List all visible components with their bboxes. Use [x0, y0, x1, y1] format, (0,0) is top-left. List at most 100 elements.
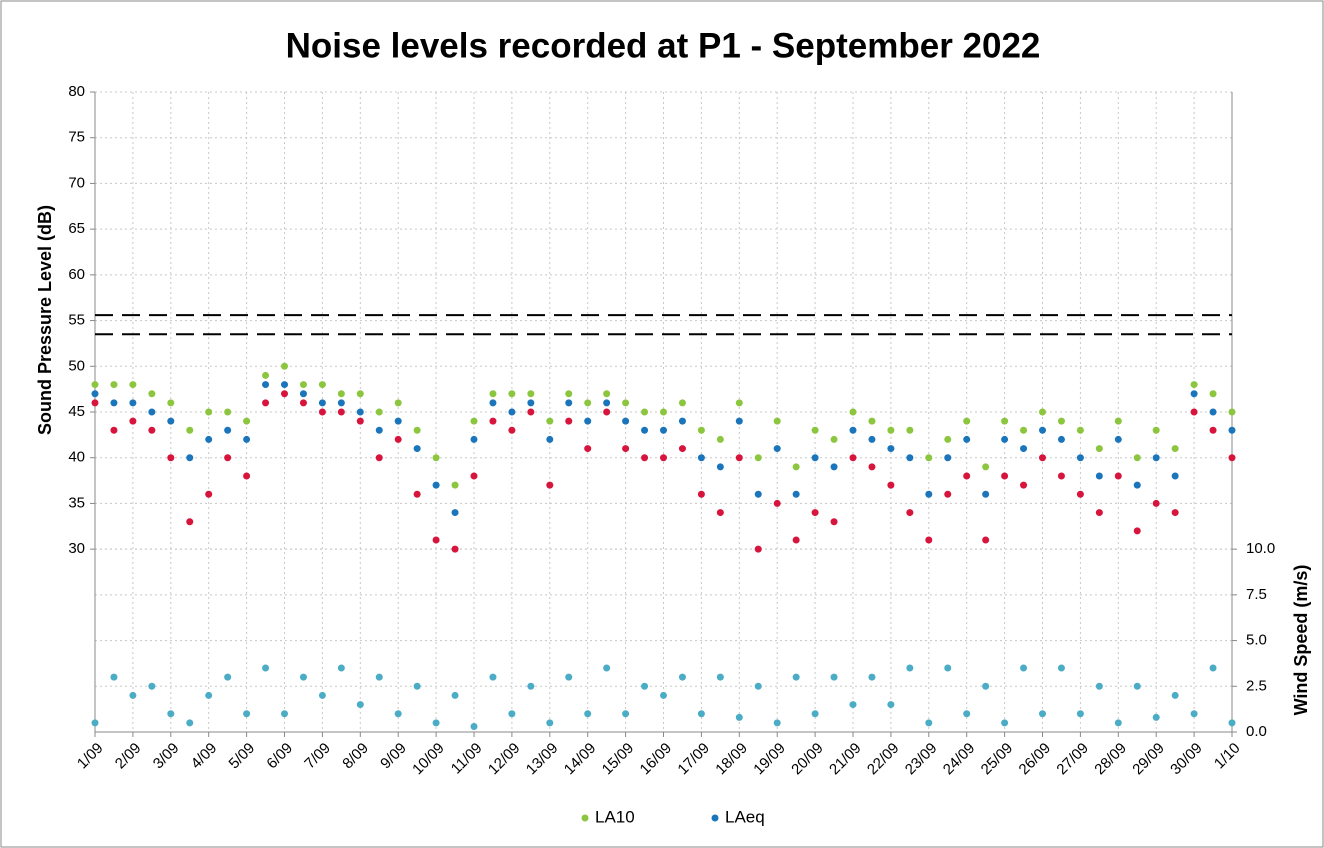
data-point — [754, 454, 762, 462]
data-point — [565, 417, 573, 425]
data-point — [906, 509, 914, 517]
data-point — [773, 417, 781, 425]
data-point — [546, 481, 554, 489]
data-point — [716, 673, 724, 681]
data-point — [1095, 682, 1103, 690]
data-point — [508, 710, 516, 718]
y-tick-label: 45 — [68, 403, 85, 420]
data-point — [281, 390, 288, 398]
data-point — [906, 426, 914, 434]
data-point — [432, 536, 440, 544]
data-point — [584, 445, 592, 453]
data-point — [413, 490, 421, 498]
data-point — [224, 454, 232, 462]
data-point — [944, 454, 952, 462]
data-point — [205, 435, 213, 443]
data-point — [356, 408, 364, 416]
data-point — [413, 426, 421, 434]
data-point — [944, 664, 952, 672]
data-point — [1114, 472, 1122, 480]
data-point — [1076, 454, 1084, 462]
y-tick-label: 55 — [68, 312, 85, 329]
data-point — [356, 701, 364, 709]
data-point — [849, 426, 857, 434]
data-point — [394, 417, 402, 425]
data-point — [868, 435, 876, 443]
data-point — [622, 417, 630, 425]
data-point — [1076, 710, 1084, 718]
data-point — [754, 682, 762, 690]
data-point — [527, 682, 535, 690]
data-point — [906, 454, 914, 462]
data-point — [944, 490, 952, 498]
data-point — [413, 682, 421, 690]
data-point — [1001, 719, 1009, 727]
data-point — [1152, 499, 1160, 507]
data-point — [186, 454, 194, 462]
data-point — [1209, 408, 1217, 416]
y-tick-label: 70 — [68, 174, 85, 191]
data-point — [1039, 408, 1046, 416]
data-point — [337, 408, 345, 416]
data-point — [167, 399, 175, 407]
data-point — [697, 454, 705, 462]
data-point — [944, 435, 952, 443]
data-point — [224, 408, 232, 416]
data-point — [603, 664, 611, 672]
data-point — [470, 472, 478, 480]
data-point — [887, 701, 895, 709]
data-point — [1209, 426, 1217, 434]
data-point — [1095, 472, 1103, 480]
data-point — [641, 682, 649, 690]
data-point — [489, 390, 497, 398]
data-point — [603, 408, 611, 416]
data-point — [1152, 454, 1160, 462]
data-point — [318, 399, 326, 407]
y2-tick-label: 2.5 — [1246, 677, 1267, 694]
data-point — [982, 682, 990, 690]
data-point — [1209, 664, 1217, 672]
data-point — [262, 664, 270, 672]
data-point — [394, 710, 402, 718]
data-point — [527, 390, 535, 398]
data-point — [660, 408, 667, 416]
data-point — [337, 390, 345, 398]
data-point — [925, 536, 933, 544]
data-point — [470, 435, 478, 443]
data-point — [830, 518, 838, 526]
data-point — [1057, 472, 1065, 480]
data-point — [716, 509, 724, 517]
data-point — [527, 399, 535, 407]
data-point — [678, 445, 686, 453]
data-point — [622, 399, 630, 407]
data-point — [1190, 408, 1198, 416]
data-point — [622, 710, 630, 718]
data-point — [167, 710, 175, 718]
data-point — [811, 426, 819, 434]
y-tick-label: 75 — [68, 129, 85, 146]
data-point — [982, 490, 990, 498]
data-point — [375, 408, 383, 416]
data-point — [887, 481, 895, 489]
data-point — [678, 399, 686, 407]
data-point — [1228, 719, 1236, 727]
data-point — [432, 481, 440, 489]
data-point — [394, 435, 402, 443]
data-point — [451, 691, 459, 699]
data-point — [281, 362, 288, 370]
data-point — [1114, 435, 1122, 443]
legend-swatch — [711, 814, 719, 822]
chart-title: Noise levels recorded at P1 - September … — [286, 26, 1041, 65]
data-point — [603, 399, 611, 407]
data-point — [470, 417, 478, 425]
data-point — [849, 454, 857, 462]
data-point — [337, 399, 345, 407]
data-point — [1190, 710, 1198, 718]
y-tick-label: 40 — [68, 449, 85, 466]
data-point — [243, 435, 251, 443]
data-point — [1171, 445, 1179, 453]
data-point — [1228, 454, 1236, 462]
data-point — [811, 509, 819, 517]
data-point — [1171, 472, 1179, 480]
data-point — [1114, 719, 1122, 727]
